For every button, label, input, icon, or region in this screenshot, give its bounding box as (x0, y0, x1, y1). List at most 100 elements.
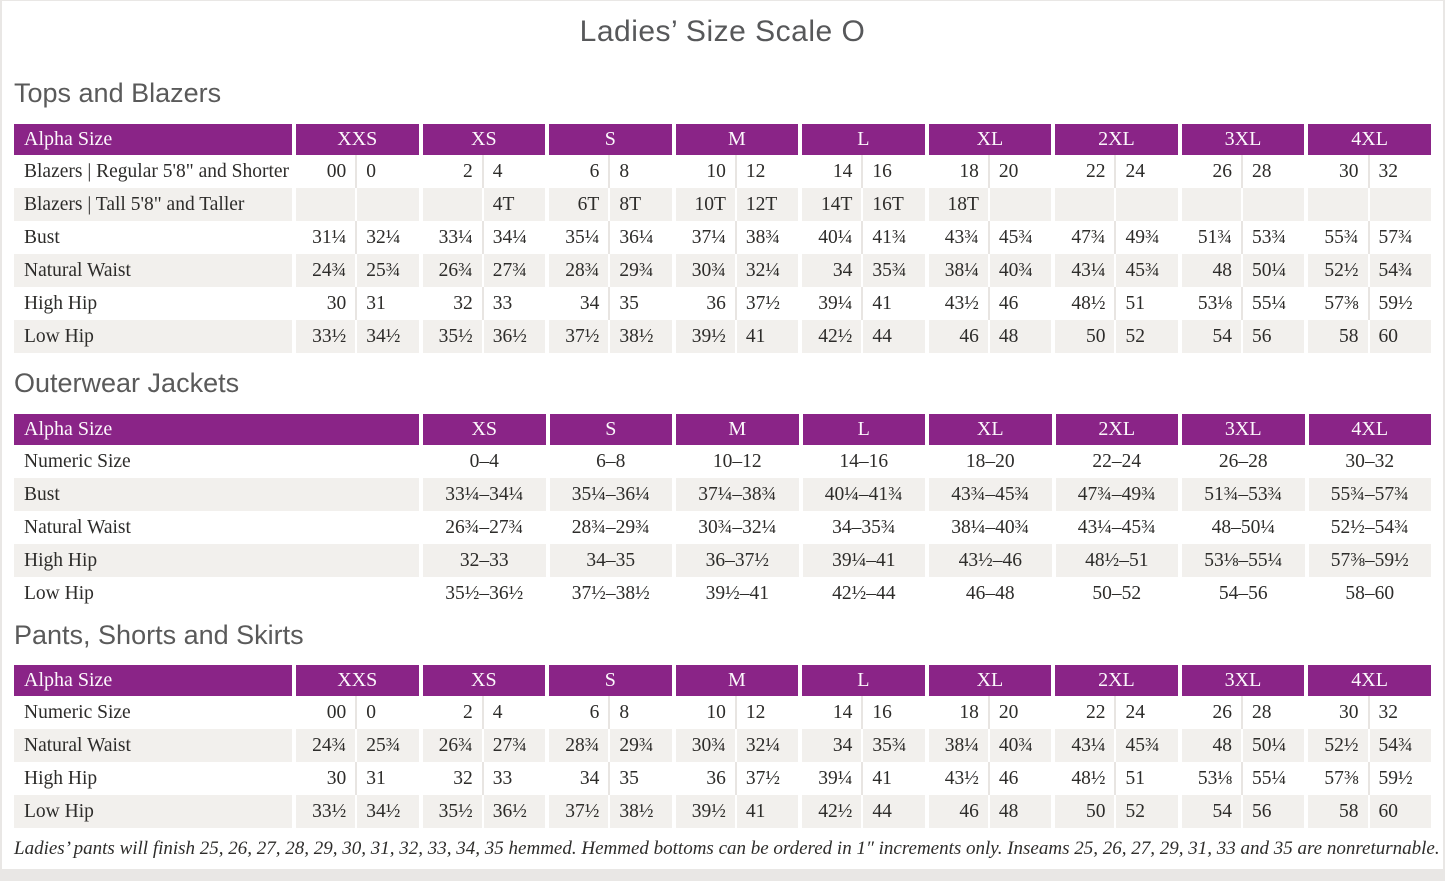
value-cell: 48½–51 (1051, 544, 1178, 577)
row-label: High Hip (14, 544, 419, 577)
value-cell: 41 (861, 762, 925, 795)
value-cell: 58 (1304, 320, 1368, 353)
value-cell: 34½ (355, 795, 419, 828)
value-cell: 38¾ (734, 221, 799, 254)
value-cell: 14T (798, 188, 862, 221)
size-header-xs: XS (418, 665, 546, 696)
value-cell: 16T (861, 188, 925, 221)
value-cell: 34½ (355, 320, 419, 353)
value-cell: 49¾ (1114, 221, 1178, 254)
size-header-m: M (671, 124, 799, 155)
value-cell: 44 (861, 795, 925, 828)
value-cell: 39¼ (798, 762, 862, 795)
value-cell: 37½ (734, 762, 799, 795)
value-cell: 31 (355, 762, 419, 795)
value-cell: 34 (545, 287, 609, 320)
value-cell: 34 (545, 762, 609, 795)
value-cell: 32¼ (734, 729, 799, 762)
value-cell: 32 (418, 287, 482, 320)
table-row: Low Hip 35½–36½ 37½–38½ 39½–41 42½–44 46–48 50… (14, 577, 1431, 610)
value-cell: 43¾ (924, 221, 988, 254)
section-tops-and-blazers: Tops and Blazers Alpha Size XXS XS S M L XL 2XL… (2, 77, 1443, 353)
value-cell: 57⅜ (1304, 762, 1368, 795)
size-header-m: M (672, 414, 799, 445)
value-cell: 52½ (1304, 254, 1368, 287)
value-cell (1114, 188, 1178, 221)
value-cell: 52 (1114, 795, 1178, 828)
value-cell: 26¾ (418, 254, 482, 287)
size-header-s: S (545, 124, 672, 155)
value-cell: 48 (1177, 729, 1241, 762)
value-cell: 10T (671, 188, 735, 221)
value-cell: 41 (861, 287, 925, 320)
section-pants-shorts-skirts: Pants, Shorts and Skirts Alpha Size XXS XS… (2, 619, 1443, 828)
size-header-xl: XL (924, 665, 1052, 696)
value-cell: 14 (798, 696, 862, 729)
value-cell: 6 (545, 696, 609, 729)
size-header-s: S (545, 665, 672, 696)
size-header-xxs: XXS (292, 665, 419, 696)
section-title-tops-and-blazers: Tops and Blazers (14, 78, 222, 108)
value-cell: 54¾ (1367, 254, 1431, 287)
value-cell: 60 (1367, 795, 1431, 828)
value-cell: 52 (1114, 320, 1178, 353)
value-cell: 30 (292, 287, 356, 320)
value-cell: 26–28 (1178, 445, 1305, 478)
value-cell: 37½ (545, 320, 609, 353)
value-cell: 30 (1304, 155, 1368, 188)
value-cell: 32 (418, 762, 482, 795)
value-cell: 40¼ (798, 221, 862, 254)
page-title: Ladies’ Size Scale O (579, 15, 866, 48)
row-label: Blazers | Tall 5'8" and Taller (14, 188, 292, 221)
value-cell: 16 (861, 696, 925, 729)
value-cell: 42½ (798, 320, 862, 353)
value-cell: 35½–36½ (419, 577, 546, 610)
value-cell: 40¼–41¾ (798, 478, 925, 511)
value-cell: 46 (987, 287, 1052, 320)
value-cell: 12 (734, 696, 799, 729)
size-header-3xl: 3XL (1177, 124, 1305, 155)
value-cell: 10 (671, 696, 735, 729)
value-cell (292, 188, 356, 221)
value-cell: 50–52 (1051, 577, 1178, 610)
value-cell: 28¾–29¾ (545, 511, 672, 544)
value-cell: 10–12 (672, 445, 799, 478)
value-cell: 57⅜–59½ (1304, 544, 1431, 577)
table-row: Numeric Size 00 0 2 4 6 8 10 12 14 16 18 20 22 24 26 28 3… (14, 696, 1431, 729)
table-row: High Hip 30 31 32 33 34 35 36 37½ 39¼ 41 43½ 46 48½ 51… (14, 287, 1431, 320)
value-cell: 36 (671, 287, 735, 320)
size-header-4xl: 4XL (1304, 414, 1431, 445)
row-label: High Hip (14, 287, 292, 320)
value-cell: 45¾ (987, 221, 1052, 254)
alpha-size-header-cell: Alpha Size (14, 414, 419, 445)
size-header-m: M (671, 665, 799, 696)
value-cell: 40¾ (987, 254, 1052, 287)
value-cell: 34–35¾ (798, 511, 925, 544)
value-cell: 57¾ (1367, 221, 1431, 254)
table-row: Bust 33¼–34¼ 35¼–36¼ 37¼–38¾ 40¼–41¾ 43¾–45¾ 4… (14, 478, 1431, 511)
value-cell (1177, 188, 1241, 221)
value-cell: 34 (798, 729, 862, 762)
value-cell: 31 (355, 287, 419, 320)
value-cell: 45¾ (1114, 729, 1178, 762)
table-row: Low Hip 33½ 34½ 35½ 36½ 37½ 38½ 39½ 41 42½ 44 46 48 5… (14, 795, 1431, 828)
value-cell: 14–16 (798, 445, 925, 478)
value-cell: 4 (481, 696, 546, 729)
value-cell: 33¼–34¼ (419, 478, 546, 511)
outerwear-jackets-table: Alpha Size XS S M L XL 2XL 3XL 4XL Numeric Size 0–… (14, 414, 1431, 610)
value-cell: 33 (481, 762, 546, 795)
value-cell: 56 (1240, 795, 1305, 828)
pants-shorts-skirts-table: Alpha Size XXS XS S M L XL 2XL 3XL 4XL Numeric Siz… (14, 665, 1431, 828)
table-row: High Hip 30 31 32 33 34 35 36 37½ 39¼ 41 43½ 46 48½ 51… (14, 762, 1431, 795)
value-cell: 37½ (545, 795, 609, 828)
value-cell: 30¾ (671, 729, 735, 762)
value-cell: 43¾–45¾ (925, 478, 1052, 511)
value-cell: 36¼ (608, 221, 672, 254)
value-cell: 48½ (1051, 287, 1115, 320)
value-cell: 53¾ (1240, 221, 1305, 254)
value-cell: 32¼ (355, 221, 419, 254)
value-cell: 48–50¼ (1178, 511, 1305, 544)
value-cell: 35¼ (545, 221, 609, 254)
value-cell: 59½ (1367, 762, 1431, 795)
table-row: Blazers | Tall 5'8" and Taller 4T 6T 8T 10T 1… (14, 188, 1431, 221)
